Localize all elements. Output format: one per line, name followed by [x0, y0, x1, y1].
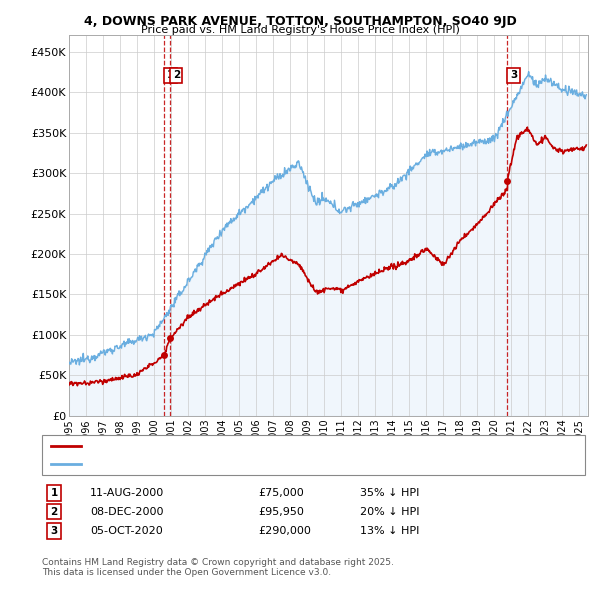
Text: £290,000: £290,000: [258, 526, 311, 536]
Text: 13% ↓ HPI: 13% ↓ HPI: [360, 526, 419, 536]
Text: 11-AUG-2000: 11-AUG-2000: [90, 488, 164, 497]
Text: Contains HM Land Registry data © Crown copyright and database right 2025.
This d: Contains HM Land Registry data © Crown c…: [42, 558, 394, 577]
Text: £75,000: £75,000: [258, 488, 304, 497]
Text: 2: 2: [173, 70, 180, 80]
Text: 05-OCT-2020: 05-OCT-2020: [90, 526, 163, 536]
Text: £95,950: £95,950: [258, 507, 304, 516]
Text: 1: 1: [167, 70, 174, 80]
Text: 20% ↓ HPI: 20% ↓ HPI: [360, 507, 419, 516]
Text: 1: 1: [50, 488, 58, 497]
Text: 4, DOWNS PARK AVENUE, TOTTON, SOUTHAMPTON, SO40 9JD (semi-detached house): 4, DOWNS PARK AVENUE, TOTTON, SOUTHAMPTO…: [87, 441, 505, 451]
Text: HPI: Average price, semi-detached house, New Forest: HPI: Average price, semi-detached house,…: [87, 458, 349, 468]
Text: 35% ↓ HPI: 35% ↓ HPI: [360, 488, 419, 497]
Text: 3: 3: [50, 526, 58, 536]
Text: 4, DOWNS PARK AVENUE, TOTTON, SOUTHAMPTON, SO40 9JD: 4, DOWNS PARK AVENUE, TOTTON, SOUTHAMPTO…: [83, 15, 517, 28]
Text: 2: 2: [50, 507, 58, 516]
Text: 3: 3: [510, 70, 517, 80]
Text: 08-DEC-2000: 08-DEC-2000: [90, 507, 163, 516]
Text: Price paid vs. HM Land Registry's House Price Index (HPI): Price paid vs. HM Land Registry's House …: [140, 25, 460, 35]
